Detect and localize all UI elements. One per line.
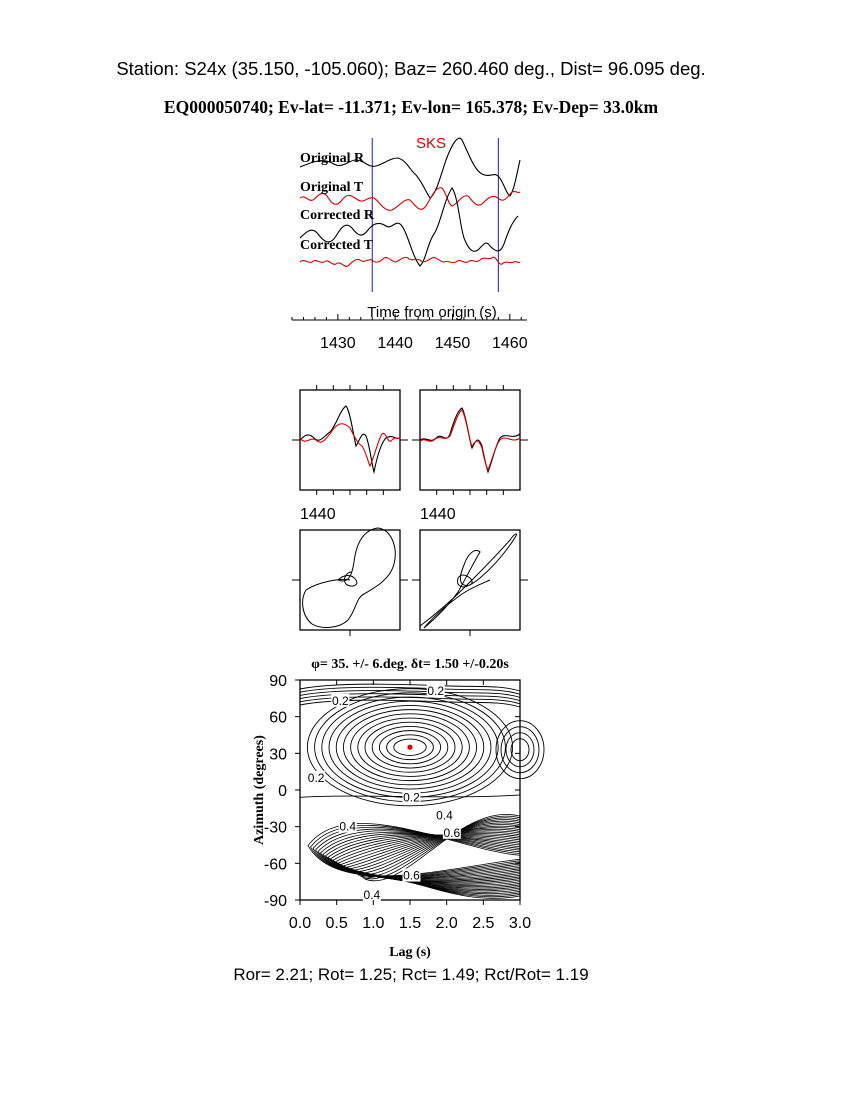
azimuth-tick-label: 30 xyxy=(269,746,287,763)
lag-tick-label: 2.0 xyxy=(436,915,458,932)
series-label-original-t: Original T xyxy=(300,180,364,195)
contour-line xyxy=(371,725,449,769)
best-fit-marker xyxy=(407,744,413,750)
azimuth-tick-label: -30 xyxy=(264,820,287,837)
trace-corrected-t xyxy=(299,256,521,267)
particle-motion-original-path xyxy=(302,527,396,628)
time-axis-label: Time from origin (s) xyxy=(367,304,496,321)
energy-grid-title: φ= 35. +/- 6.deg. δt= 1.50 +/-0.20s xyxy=(311,657,509,672)
contour-line xyxy=(350,713,470,782)
contour-line xyxy=(361,815,521,898)
energy-grid-xlabel: Lag (s) xyxy=(389,945,431,960)
contour-label: 0.2 xyxy=(403,790,420,804)
contour-line xyxy=(393,738,427,756)
contour-label-bg xyxy=(331,693,350,707)
contour-line xyxy=(307,823,521,877)
contour-line xyxy=(341,828,521,886)
contour-label: 0.6 xyxy=(443,826,460,840)
contour-line xyxy=(364,814,521,899)
trace-corrected-r xyxy=(299,187,519,267)
lag-tick-label: 3.0 xyxy=(509,915,531,932)
contour-label: 0.4 xyxy=(339,820,356,834)
particle-motion-original xyxy=(292,527,408,636)
seismogram-panel: SKS Original R Original T Corrected R Co… xyxy=(291,135,528,352)
energy-grid-panel: φ= 35. +/- 6.deg. δt= 1.50 +/-0.20s 0.2 0… xyxy=(252,657,545,960)
waveform-corrected-red xyxy=(419,409,521,472)
azimuth-tick-label: 0 xyxy=(278,783,287,800)
contour-label: 0.2 xyxy=(308,771,325,785)
contour-label-bg xyxy=(402,790,421,804)
particle-motion-corrected-path xyxy=(419,533,517,629)
waveform-tick-label-corrected: 1440 xyxy=(420,506,456,523)
time-tick-label: 1440 xyxy=(377,335,413,352)
azimuth-tick-label: -90 xyxy=(264,893,287,910)
series-label-original-r: Original R xyxy=(300,151,365,166)
particle-motion-corrected xyxy=(412,529,528,636)
contour-label: 0.4 xyxy=(364,888,381,902)
lag-tick-label: 0.5 xyxy=(326,915,348,932)
time-tick-label: 1450 xyxy=(435,335,471,352)
contour-label-bg xyxy=(338,819,357,833)
contour-label: 0.2 xyxy=(427,684,444,698)
contour-label-bg xyxy=(442,825,461,839)
trace-original-t xyxy=(299,187,521,211)
contour-line xyxy=(343,827,521,888)
series-label-corrected-t: Corrected T xyxy=(300,238,374,253)
contour-line xyxy=(360,817,521,896)
contour-line xyxy=(386,734,434,761)
splitting-statistics: Ror= 2.21; Rot= 1.25; Rct= 1.49; Rct/Rot… xyxy=(233,965,589,984)
contour-line xyxy=(500,726,540,774)
contour-line xyxy=(310,825,521,877)
contour-line xyxy=(495,720,545,780)
contour-line xyxy=(350,824,521,890)
contour-line xyxy=(335,704,485,790)
contour-line xyxy=(357,819,521,895)
phase-label: SKS xyxy=(416,135,446,152)
lag-tick-label: 1.5 xyxy=(399,915,421,932)
contour-line xyxy=(357,717,463,777)
azimuth-tick-label: 60 xyxy=(269,710,287,727)
waveform-original-black xyxy=(299,405,401,475)
contour-line xyxy=(510,738,530,762)
contour-line xyxy=(378,730,442,765)
station-header: Station: S24x (35.150, -105.060); Baz= 2… xyxy=(116,58,706,79)
waveform-panel-corrected xyxy=(412,385,528,495)
contour-label: 0.6 xyxy=(403,869,420,883)
contour-line xyxy=(342,709,478,786)
contour-label-bg xyxy=(426,684,445,697)
event-header: EQ000050740; Ev-lat= -11.371; Ev-lon= 16… xyxy=(163,97,659,117)
lag-tick-label: 2.5 xyxy=(472,915,494,932)
contour-line xyxy=(364,721,456,773)
series-label-corrected-r: Corrected R xyxy=(300,208,375,223)
contour-label-bg xyxy=(402,868,421,882)
contour-line xyxy=(347,825,521,889)
contour-label-bg xyxy=(435,808,454,822)
contour-line xyxy=(312,826,521,877)
lag-tick-label: 1.0 xyxy=(362,915,384,932)
azimuth-tick-label: 90 xyxy=(269,673,287,690)
contour-line xyxy=(505,732,535,768)
contour-line xyxy=(306,688,514,807)
energy-grid-ylabel: Azimuth (degrees) xyxy=(252,735,267,845)
waveform-tick-label-original: 1440 xyxy=(300,506,336,523)
lag-tick-label: 0.0 xyxy=(289,915,311,932)
waveform-original-red xyxy=(299,423,401,468)
contour-label-bg xyxy=(362,888,381,902)
time-tick-label: 1430 xyxy=(320,335,356,352)
time-tick-label: 1460 xyxy=(492,335,528,352)
contour-label-bg xyxy=(307,770,326,784)
contour-line xyxy=(352,822,521,892)
contour-line xyxy=(355,820,521,893)
waveform-panel-original xyxy=(292,385,408,495)
contour-label: 0.4 xyxy=(436,809,453,823)
contour-label: 0.2 xyxy=(332,694,349,708)
azimuth-tick-label: -60 xyxy=(264,856,287,873)
